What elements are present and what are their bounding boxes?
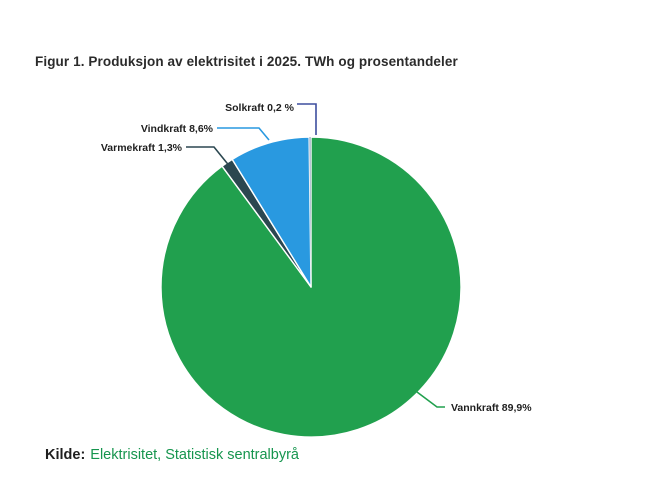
chart-title: Figur 1. Produksjon av elektrisitet i 20… <box>35 54 458 69</box>
source-label: Kilde: <box>45 447 86 463</box>
leader-line-vindkraft <box>217 127 270 141</box>
pie-slice-solkraft[interactable] <box>309 136 311 287</box>
slice-label-vannkraft: Vannkraft 89,9% <box>451 402 532 414</box>
leader-line-solkraft <box>297 103 317 135</box>
source-link[interactable]: Elektrisitet, Statistisk sentralbyrå <box>90 447 299 463</box>
leader-line-varmekraft <box>186 146 232 169</box>
source-line: Kilde: Elektrisitet, Statistisk sentralby… <box>45 447 299 463</box>
slice-label-solkraft: Solkraft 0,2 % <box>225 102 295 114</box>
leader-line-vannkraft <box>416 391 445 408</box>
slice-label-vindkraft: Vindkraft 8,6% <box>141 123 214 135</box>
slice-label-varmekraft: Varmekraft 1,3% <box>101 142 183 154</box>
pie-slice-vindkraft[interactable] <box>231 136 312 288</box>
